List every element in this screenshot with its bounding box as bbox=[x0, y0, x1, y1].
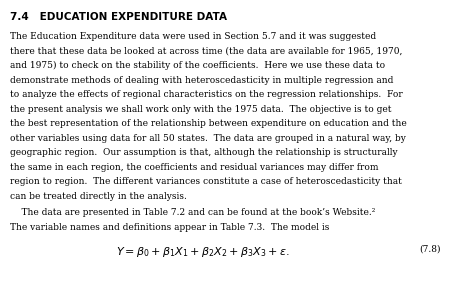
Text: The Education Expenditure data were used in Section 5.7 and it was suggested: The Education Expenditure data were used… bbox=[10, 32, 376, 41]
Text: geographic region.  Our assumption is that, although the relationship is structu: geographic region. Our assumption is tha… bbox=[10, 148, 398, 157]
Text: The data are presented in Table 7.2 and can be found at the book’s Website.²: The data are presented in Table 7.2 and … bbox=[10, 208, 375, 217]
Text: and 1975) to check on the stability of the coefficients.  Here we use these data: and 1975) to check on the stability of t… bbox=[10, 61, 385, 70]
Text: demonstrate methods of dealing with heteroscedasticity in multiple regression an: demonstrate methods of dealing with hete… bbox=[10, 75, 393, 84]
Text: there that these data be looked at across time (the data are available for 1965,: there that these data be looked at acros… bbox=[10, 47, 402, 56]
Text: the best representation of the relationship between expenditure on education and: the best representation of the relations… bbox=[10, 119, 407, 128]
Text: can be treated directly in the analysis.: can be treated directly in the analysis. bbox=[10, 191, 187, 200]
Text: other variables using data for all 50 states.  The data are grouped in a natural: other variables using data for all 50 st… bbox=[10, 134, 406, 143]
Text: 7.4   EDUCATION EXPENDITURE DATA: 7.4 EDUCATION EXPENDITURE DATA bbox=[10, 12, 227, 22]
Text: (7.8): (7.8) bbox=[419, 245, 441, 254]
Text: region to region.  The different variances constitute a case of heteroscedastici: region to region. The different variance… bbox=[10, 177, 402, 186]
Text: the same in each region, the coefficients and residual variances may differ from: the same in each region, the coefficient… bbox=[10, 162, 378, 171]
Text: $Y = \beta_0 + \beta_1 X_1 + \beta_2 X_2 + \beta_3 X_3 + \varepsilon.$: $Y = \beta_0 + \beta_1 X_1 + \beta_2 X_2… bbox=[116, 245, 290, 259]
Text: to analyze the effects of regional characteristics on the regression relationshi: to analyze the effects of regional chara… bbox=[10, 90, 403, 99]
Text: the present analysis we shall work only with the 1975 data.  The objective is to: the present analysis we shall work only … bbox=[10, 104, 391, 113]
Text: The variable names and definitions appear in Table 7.3.  The model is: The variable names and definitions appea… bbox=[10, 223, 329, 232]
